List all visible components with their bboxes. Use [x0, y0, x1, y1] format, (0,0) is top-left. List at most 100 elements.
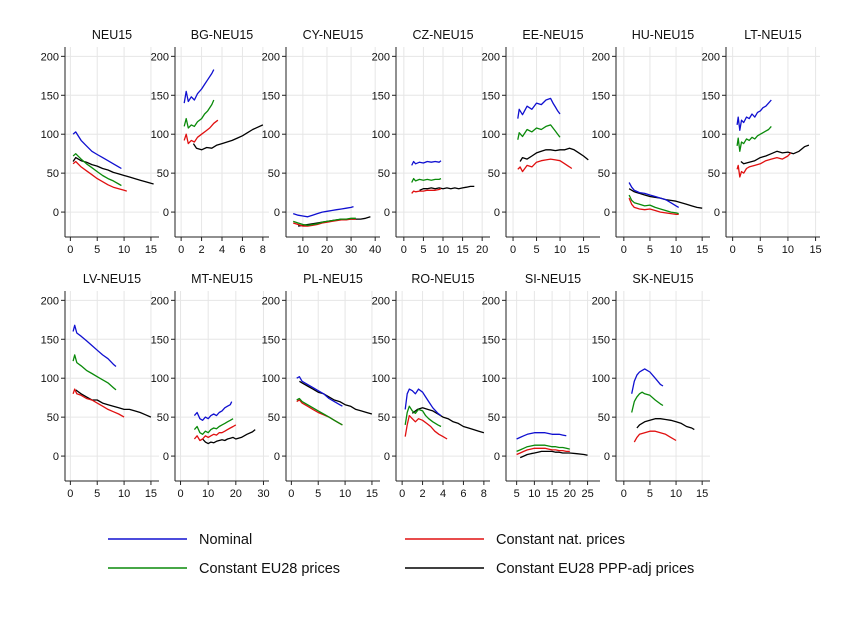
- plot-area: [506, 47, 600, 237]
- y-tick-label: 200: [262, 295, 280, 307]
- y-tick-label: 100: [262, 129, 280, 141]
- x-tick-label: 30: [257, 488, 269, 500]
- x-tick-label: 30: [345, 244, 357, 256]
- panel-neu15: 0 50 100 150 200 0 5 10 15 NEU15: [41, 28, 159, 256]
- series-line-nominal: [404, 388, 442, 417]
- y-tick-label: 150: [592, 90, 610, 102]
- x-tick-label: 10: [554, 244, 566, 256]
- y-tick-label: 50: [488, 168, 500, 180]
- panel-title: SK-NEU15: [632, 272, 693, 286]
- series-line-eu28: [411, 177, 442, 183]
- x-tick-label: 20: [476, 244, 488, 256]
- x-tick-label: 40: [369, 244, 381, 256]
- y-tick-label: 150: [41, 334, 59, 346]
- y-tick-label: 50: [47, 412, 59, 424]
- y-tick-label: 100: [592, 129, 610, 141]
- series-line-nominal: [292, 205, 354, 218]
- series-line-nominal: [411, 160, 442, 166]
- x-tick-label: 15: [456, 244, 468, 256]
- y-tick-label: 50: [708, 168, 720, 180]
- x-tick-label: 2: [199, 244, 205, 256]
- series-line-ppp: [636, 418, 695, 431]
- series-line-nat: [517, 158, 573, 173]
- x-tick-label: 0: [730, 244, 736, 256]
- y-tick-label: 50: [157, 412, 169, 424]
- series-line-nat: [193, 424, 237, 442]
- x-tick-label: 15: [696, 244, 708, 256]
- panel-title: BG-NEU15: [191, 28, 254, 42]
- x-tick-label: 4: [440, 488, 446, 500]
- y-tick-label: 100: [702, 129, 720, 141]
- x-tick-label: 10: [670, 244, 682, 256]
- y-tick-label: 200: [41, 295, 59, 307]
- y-tick-label: 0: [274, 207, 280, 219]
- series-line-eu28: [292, 217, 356, 226]
- x-tick-label: 0: [178, 244, 184, 256]
- y-tick-label: 200: [482, 51, 500, 63]
- y-tick-label: 0: [384, 451, 390, 463]
- series-line-nat: [72, 388, 125, 418]
- panel-title: SI-NEU15: [525, 272, 581, 286]
- panel-mt-neu15: 0 50 100 150 200 0 10 20 30 MT-NEU15: [151, 272, 270, 500]
- y-tick-label: 200: [592, 51, 610, 63]
- series-line-nominal: [631, 368, 664, 394]
- y-tick-label: 200: [151, 295, 169, 307]
- x-tick-label: 2: [420, 488, 426, 500]
- plot-area: [286, 291, 380, 481]
- panel-si-neu15: 0 50 100 150 200 5 10 15 20 25 SI-NEU15: [482, 272, 600, 500]
- series-line-nat: [516, 447, 570, 456]
- x-tick-label: 15: [145, 488, 157, 500]
- y-tick-label: 200: [482, 295, 500, 307]
- panel-title: EE-NEU15: [522, 28, 583, 42]
- x-tick-label: 10: [118, 244, 130, 256]
- y-tick-label: 0: [604, 451, 610, 463]
- series-line-nat: [628, 197, 679, 216]
- y-tick-label: 0: [604, 207, 610, 219]
- series-line-eu28: [193, 418, 234, 435]
- series-line-ppp: [519, 147, 589, 162]
- y-tick-label: 50: [268, 412, 280, 424]
- series-line-nat: [72, 160, 127, 192]
- series-line-eu28: [404, 405, 442, 428]
- x-tick-label: 6: [239, 244, 245, 256]
- panel-bg-neu15: 0 50 100 150 200 0 2 4 6 8 BG-NEU15: [151, 28, 269, 256]
- x-tick-label: 10: [297, 244, 309, 256]
- panel-title: RO-NEU15: [411, 272, 474, 286]
- x-tick-label: 0: [621, 488, 627, 500]
- x-tick-label: 5: [94, 244, 100, 256]
- x-tick-label: 15: [809, 244, 821, 256]
- legend: Nominal Constant nat. prices Constant EU28…: [108, 532, 694, 577]
- panel-cz-neu15: 0 50 100 150 200 0 5 10 15 20 CZ-NEU15: [372, 28, 490, 256]
- x-tick-label: 15: [546, 488, 558, 500]
- y-tick-label: 50: [378, 412, 390, 424]
- y-tick-label: 0: [163, 207, 169, 219]
- y-tick-label: 200: [41, 51, 59, 63]
- panel-title: LT-NEU15: [744, 28, 801, 42]
- series-line-nominal: [296, 376, 343, 407]
- y-tick-label: 150: [151, 90, 169, 102]
- y-tick-label: 100: [482, 373, 500, 385]
- y-tick-label: 100: [41, 129, 59, 141]
- x-tick-label: 5: [94, 488, 100, 500]
- series-line-nominal: [736, 99, 772, 131]
- y-tick-label: 0: [53, 451, 59, 463]
- y-tick-label: 0: [384, 207, 390, 219]
- x-tick-label: 15: [366, 488, 378, 500]
- series-line-nat: [404, 414, 448, 440]
- series-line-nat: [183, 119, 219, 145]
- panel-title: PL-NEU15: [303, 272, 363, 286]
- y-tick-label: 150: [372, 334, 390, 346]
- x-tick-label: 0: [621, 244, 627, 256]
- legend-label: Constant EU28 PPP-adj prices: [496, 561, 694, 577]
- y-tick-label: 150: [41, 90, 59, 102]
- series-line-ppp: [519, 450, 588, 459]
- panel-pl-neu15: 0 50 100 150 200 0 5 10 15 PL-NEU15: [262, 272, 380, 500]
- y-tick-label: 100: [482, 129, 500, 141]
- y-tick-label: 200: [372, 51, 390, 63]
- y-tick-label: 100: [372, 373, 390, 385]
- x-tick-label: 6: [460, 488, 466, 500]
- series-line-nominal: [72, 324, 117, 367]
- plot-area: [616, 47, 710, 237]
- y-tick-label: 50: [268, 168, 280, 180]
